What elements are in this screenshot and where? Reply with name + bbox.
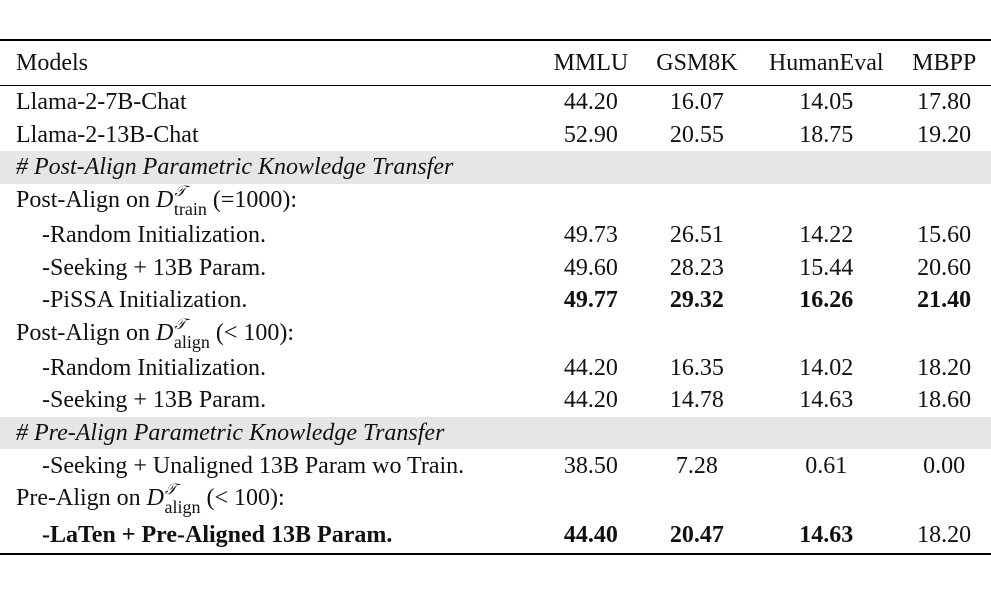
mbpp-cell: 15.60 [917, 222, 972, 249]
mbpp-cell: 19.20 [917, 121, 972, 148]
gsm8k-cell: 16.35 [669, 354, 724, 381]
mmlu-cell: 44.20 [563, 89, 618, 116]
section-header-pre-align: # Pre-Align Parametric Knowledge Transfe… [0, 416, 991, 450]
subgroup-label: Post-Align on D𝒯train (=1000): [0, 184, 991, 219]
header-row: Models MMLU GSM8K HumanEval MBPP [0, 40, 991, 86]
humaneval-cell: 14.22 [799, 222, 854, 249]
subgroup-row-post-align-train: Post-Align on D𝒯train (=1000): [0, 184, 991, 219]
gsm8k-cell: 14.78 [669, 387, 724, 414]
model-cell: Llama-2-7B-Chat [16, 89, 187, 116]
dataset-subscript: align [164, 496, 201, 517]
gsm8k-cell: 16.07 [669, 89, 724, 116]
mbpp-cell: 21.40 [917, 287, 972, 314]
subgroup-prefix: Post-Align on [16, 319, 157, 346]
table-row: -Random Initialization. 49.73 26.51 14.2… [0, 219, 991, 252]
table-row: Llama-2-7B-Chat 44.20 16.07 14.05 17.80 [0, 86, 991, 119]
humaneval-cell: 15.44 [799, 254, 854, 281]
subgroup-row-pre-align-align: Pre-Align on D𝒯align (< 100): [0, 482, 991, 517]
humaneval-cell: 0.61 [805, 452, 848, 479]
section-header-post-align: # Post-Align Parametric Knowledge Transf… [0, 151, 991, 184]
subgroup-suffix: (< 100): [200, 484, 285, 511]
mbpp-cell: 18.20 [917, 354, 972, 381]
section-title: # Post-Align Parametric Knowledge Transf… [0, 151, 991, 184]
header-models: Models [16, 50, 88, 76]
section-title: # Pre-Align Parametric Knowledge Transfe… [0, 416, 991, 450]
model-cell: -PiSSA Initialization. [42, 287, 248, 314]
subgroup-prefix: Post-Align on [16, 186, 157, 213]
mbpp-cell: 18.60 [917, 387, 972, 414]
model-cell: -Random Initialization. [42, 354, 266, 381]
header-humaneval: HumanEval [768, 50, 884, 76]
header-mbpp: MBPP [912, 50, 977, 76]
mbpp-cell: 17.80 [917, 89, 972, 116]
mbpp-cell: 18.20 [917, 521, 972, 548]
mbpp-cell: 0.00 [923, 452, 966, 479]
mmlu-cell: 49.73 [563, 222, 618, 249]
dataset-subscript: train [173, 198, 207, 219]
humaneval-cell: 16.26 [799, 287, 854, 314]
mmlu-cell: 38.50 [563, 452, 618, 479]
humaneval-cell: 14.05 [799, 89, 854, 116]
mbpp-cell: 20.60 [917, 254, 972, 281]
table-row: -Seeking + 13B Param. 44.20 14.78 14.63 … [0, 384, 991, 417]
dataset-superscript: 𝒯 [174, 316, 186, 333]
dataset-superscript: 𝒯 [174, 183, 186, 200]
model-cell: Llama-2-13B-Chat [16, 121, 199, 148]
header-mmlu: MMLU [553, 50, 629, 76]
table-row: -Random Initialization. 44.20 16.35 14.0… [0, 352, 991, 385]
subgroup-suffix: (< 100): [209, 319, 295, 346]
gsm8k-cell: 29.32 [669, 287, 724, 314]
model-cell: -Seeking + 13B Param. [42, 254, 267, 281]
mmlu-cell: 44.20 [563, 354, 618, 381]
mmlu-cell: 49.77 [563, 287, 618, 314]
dataset-symbol: D [146, 484, 164, 511]
subgroup-label: Pre-Align on D𝒯align (< 100): [0, 482, 991, 517]
table-row: -Seeking + 13B Param. 49.60 28.23 15.44 … [0, 251, 991, 284]
results-table-container: Models MMLU GSM8K HumanEval MBPP Llama-2… [0, 39, 991, 555]
subgroup-prefix: Pre-Align on [16, 484, 147, 511]
model-cell: -LaTen + Pre-Aligned 13B Param. [42, 521, 393, 548]
gsm8k-cell: 20.55 [669, 121, 724, 148]
subgroup-label: Post-Align on D𝒯align (< 100): [0, 317, 991, 352]
gsm8k-cell: 7.28 [675, 452, 718, 479]
table-row: -PiSSA Initialization. 49.77 29.32 16.26… [0, 284, 991, 317]
subgroup-row-post-align-align: Post-Align on D𝒯align (< 100): [0, 317, 991, 352]
mmlu-cell: 49.60 [563, 254, 618, 281]
humaneval-cell: 14.02 [799, 354, 854, 381]
dataset-superscript: 𝒯 [165, 481, 177, 498]
dataset-symbol: D [156, 186, 174, 213]
results-table: Models MMLU GSM8K HumanEval MBPP Llama-2… [0, 39, 991, 555]
humaneval-cell: 14.63 [799, 387, 854, 414]
gsm8k-cell: 20.47 [669, 521, 724, 548]
gsm8k-cell: 28.23 [669, 254, 724, 281]
table-row: -Seeking + Unaligned 13B Param wo Train.… [0, 449, 991, 482]
gsm8k-cell: 26.51 [669, 222, 724, 249]
mmlu-cell: 52.90 [563, 121, 618, 148]
model-cell: -Random Initialization. [42, 222, 266, 249]
model-cell: -Seeking + 13B Param. [42, 387, 267, 414]
header-gsm8k: GSM8K [656, 50, 738, 76]
mmlu-cell: 44.20 [563, 387, 618, 414]
subgroup-suffix: (=1000): [206, 186, 298, 213]
model-cell: -Seeking + Unaligned 13B Param wo Train. [42, 452, 465, 479]
dataset-subscript: align [173, 331, 210, 352]
table-row: Llama-2-13B-Chat 52.90 20.55 18.75 19.20 [0, 119, 991, 152]
dataset-symbol: D [156, 319, 174, 346]
mmlu-cell: 44.40 [563, 521, 618, 548]
humaneval-cell: 18.75 [799, 121, 854, 148]
table-row: -LaTen + Pre-Aligned 13B Param. 44.40 20… [0, 517, 991, 554]
humaneval-cell: 14.63 [799, 521, 854, 548]
